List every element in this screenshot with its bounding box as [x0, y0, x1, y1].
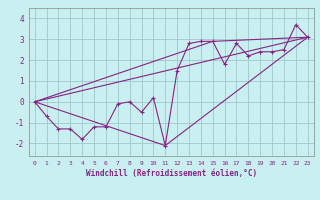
X-axis label: Windchill (Refroidissement éolien,°C): Windchill (Refroidissement éolien,°C) [86, 169, 257, 178]
